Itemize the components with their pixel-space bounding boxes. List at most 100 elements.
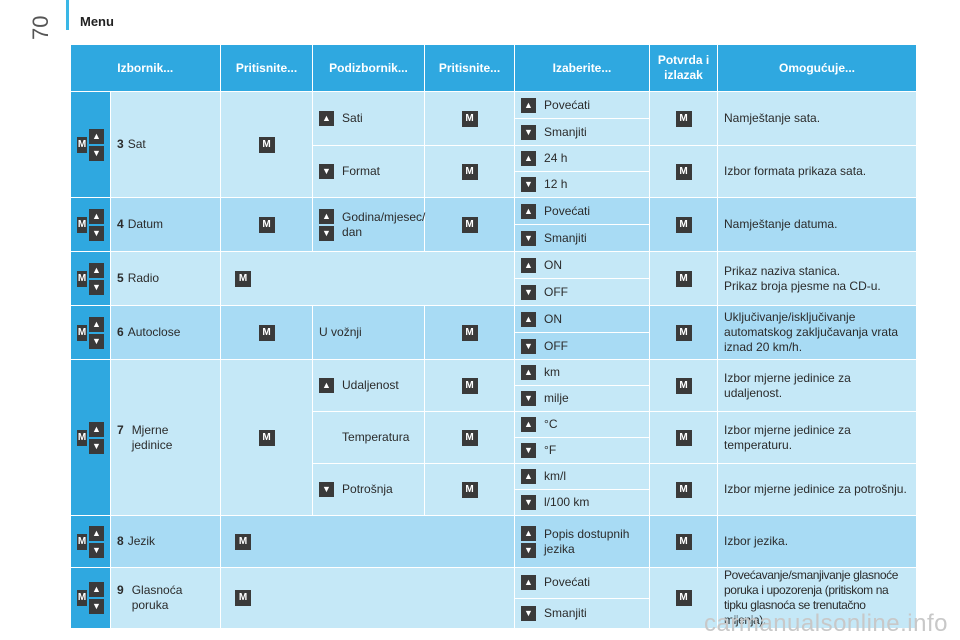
col-potvrda: Potvrda i izlazak [649,45,719,92]
option-item: ▼ Smanjiti [514,118,651,146]
press-cell: M [424,411,516,464]
m-button-icon: M [77,136,87,153]
up-button-icon: ▲ [89,525,104,541]
down-button-icon: ▼ [89,333,104,349]
press-cell: M [424,305,516,360]
m-button-icon: M [258,216,275,233]
table-row: ▼ OFF [71,278,917,306]
down-button-icon: ▼ [521,542,537,558]
submenu-item: ▼ Format [312,145,426,198]
option-item: ▲ ON [514,251,651,279]
section-title: Menu [80,14,114,29]
description: Izbor jezika. [717,515,918,568]
option-item: ▼ milje [514,385,651,412]
m-button-icon: M [675,429,692,446]
menu-item: 9 Glasnoća poruka [109,567,222,629]
down-button-icon: ▼ [89,542,104,558]
nav-buttons-cell: M ▲ ▼ [70,305,111,360]
table-row: M ▲ ▼ 3 Sat M ▲ Sati M ▲ Povećati M Namješta… [70,91,918,198]
nav-buttons-cell: M ▲ ▼ [70,359,111,516]
submenu-item: ▼ Potrošnja [312,463,426,516]
submenu-item: ▲ Sati [312,91,426,146]
nav-buttons-cell: M ▲ ▼ [70,251,111,306]
up-button-icon: ▲ [319,208,335,224]
up-button-icon: ▲ [521,151,537,166]
press-cell: M [424,197,516,252]
up-button-icon: ▲ [319,111,335,126]
col-podizbornik: Podizbornik... [312,45,426,92]
m-button-icon: M [235,270,252,287]
option-item: ▼ Smanjiti [514,597,651,629]
menu-item: 5 Radio [109,251,222,306]
description: Izbor mjerne jedinice za potrošnju. [717,463,918,516]
confirm-cell: M [649,91,719,146]
table-row: ▼ 12 h [71,171,917,198]
press-cell: M [424,145,516,198]
option-item: ▼ l/100 km [514,489,651,516]
m-button-icon: M [235,590,252,606]
press-cell: M [424,91,516,146]
table-row: M ▲ ▼ 4 Datum M ▲ ▼ Godina/mjesec/ dan M ▲ Po… [70,197,918,252]
table-row: M ▲ ▼ 6 Autoclose M U vožnji M ▲ ON M Uklju… [70,305,918,360]
watermark: carmanualsonline.info [704,610,948,637]
m-button-icon: M [675,270,692,287]
nav-buttons-cell: M ▲ ▼ [70,515,111,568]
up-button-icon: ▲ [89,128,104,144]
up-button-icon: ▲ [89,262,104,278]
down-button-icon: ▼ [521,230,537,246]
m-button-icon: M [235,533,252,550]
m-button-icon: M [77,590,87,606]
down-button-icon: ▼ [521,391,537,406]
m-button-icon: M [675,533,692,550]
down-button-icon: ▼ [89,279,104,295]
description: Namještanje sata. [717,91,918,146]
press-cell: M [424,463,516,516]
m-button-icon: M [675,110,692,127]
col-pritisnite-2: Pritisnite... [424,45,516,92]
table-row: M ▲ ▼ 7 Mjerne jedinice M ▲ Udaljenost M ▲ k… [70,359,918,516]
menu-item: 8 Jezik [109,515,222,568]
option-item: ▲ Povećati [514,197,651,225]
submenu-item: ▲ ▼ Godina/mjesec/ dan [312,197,425,252]
up-button-icon: ▲ [89,421,104,437]
col-omogucuje: Omogućuje... [717,45,918,92]
m-button-icon: M [258,136,275,153]
confirm-cell: M [649,145,719,198]
up-button-icon: ▲ [319,378,335,393]
down-button-icon: ▼ [521,495,537,510]
up-button-icon: ▲ [521,469,537,484]
confirm-cell: M [649,197,719,252]
option-item: ▲ °C [514,411,651,438]
description: Uključivanje/isključivanje automatskog z… [717,305,918,360]
option-item: ▲ 24 h [514,145,651,172]
col-izaberite: Izaberite... [514,45,651,92]
m-button-icon: M [461,429,478,446]
up-button-icon: ▲ [521,97,537,113]
up-button-icon: ▲ [521,257,537,273]
m-button-icon: M [675,216,692,233]
option-item: ▲ ▼ Popis dostupnih jezika [514,515,651,568]
nav-buttons-cell: M ▲ ▼ [70,567,111,629]
submenu-item: U vožnji [312,305,426,360]
down-button-icon: ▼ [89,438,104,454]
confirm-cell: M [649,463,719,516]
down-button-icon: ▼ [89,599,104,614]
option-item: ▼ °F [514,437,651,464]
table-row: M ▲ ▼ 9 Glasnoća poruka M ▲ Povećati M Pove… [70,567,918,629]
press-cell: M [220,251,516,306]
table-row: ▼ °F [71,437,917,464]
press-cell: M [424,359,516,412]
option-item: ▲ Povećati [514,91,651,119]
down-button-icon: ▼ [521,443,537,458]
table-row: ▼ Format M ▲ 24 h M Izbor formata prikaza … [71,145,918,198]
confirm-cell: M [649,305,719,360]
m-button-icon: M [77,429,87,446]
up-button-icon: ▲ [521,365,537,380]
m-button-icon: M [77,533,87,550]
up-button-icon: ▲ [89,582,104,597]
m-button-icon: M [77,216,87,233]
option-item: ▲ Povećati [514,567,651,599]
m-button-icon: M [675,163,692,180]
down-button-icon: ▼ [89,145,104,161]
confirm-cell: M [649,515,719,568]
